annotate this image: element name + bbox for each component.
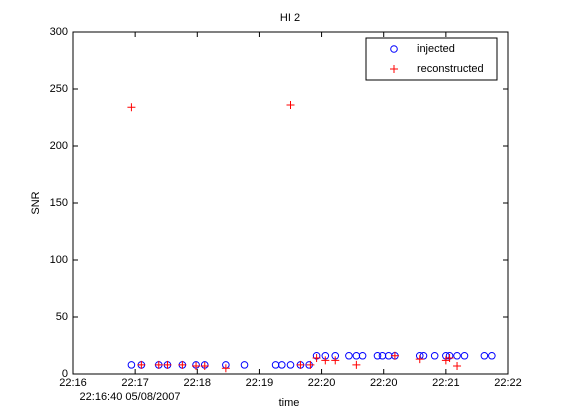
legend-marker	[390, 45, 398, 53]
data-point	[192, 362, 201, 371]
data-point	[127, 361, 136, 369]
data-point	[453, 351, 461, 360]
data-point	[240, 361, 249, 369]
legend-label: reconstructed	[417, 63, 484, 75]
data-point	[286, 361, 295, 369]
y-tick-label: 50	[56, 311, 68, 323]
data-point	[306, 360, 315, 369]
data-point	[286, 100, 295, 109]
data-point	[163, 360, 172, 369]
plot-area	[72, 31, 509, 375]
data-point	[460, 351, 469, 360]
data-point	[200, 362, 209, 371]
data-point	[345, 351, 353, 360]
y-tick-label: 0	[62, 368, 68, 380]
legend-label: injected	[417, 43, 455, 55]
x-tick-label: 22:20	[308, 377, 336, 389]
y-tick-label: 300	[50, 26, 68, 38]
y-axis-label: SNR	[30, 191, 42, 214]
data-point	[278, 361, 286, 369]
data-point	[352, 360, 361, 369]
x-axis-label: time	[279, 397, 300, 409]
data-point	[415, 355, 424, 364]
data-point	[390, 351, 399, 360]
x-tick-label: 22:21	[432, 377, 460, 389]
y-tick-label: 250	[50, 83, 68, 95]
y-tick-label: 150	[50, 197, 68, 209]
legend-marker	[390, 65, 398, 73]
x-tick-label: 22:20	[370, 377, 398, 389]
data-point	[480, 351, 489, 360]
y-tick-label: 100	[50, 254, 68, 266]
data-point	[296, 360, 305, 369]
data-point	[137, 360, 146, 369]
x-tick-label: 22:16	[59, 377, 87, 389]
data-point	[154, 360, 163, 369]
data-point	[445, 354, 454, 363]
chart-title: HI 2	[280, 12, 300, 24]
data-point	[373, 351, 382, 360]
data-point	[453, 362, 462, 371]
data-point	[430, 351, 439, 360]
x-tick-label: 22:22	[494, 377, 522, 389]
data-point	[312, 354, 321, 363]
y-tick-label: 200	[50, 140, 68, 152]
x-offset-label: 22:16:40 05/08/2007	[80, 391, 181, 403]
x-tick-label: 22:17	[121, 377, 149, 389]
x-tick-label: 22:18	[184, 377, 212, 389]
data-point	[321, 356, 330, 365]
data-point	[221, 364, 230, 373]
data-point	[488, 351, 496, 360]
x-tick-label: 22:19	[246, 377, 274, 389]
data-point	[358, 351, 367, 360]
data-point	[331, 356, 340, 365]
legend-box	[365, 37, 498, 81]
data-point	[178, 360, 187, 369]
data-point	[127, 103, 136, 112]
